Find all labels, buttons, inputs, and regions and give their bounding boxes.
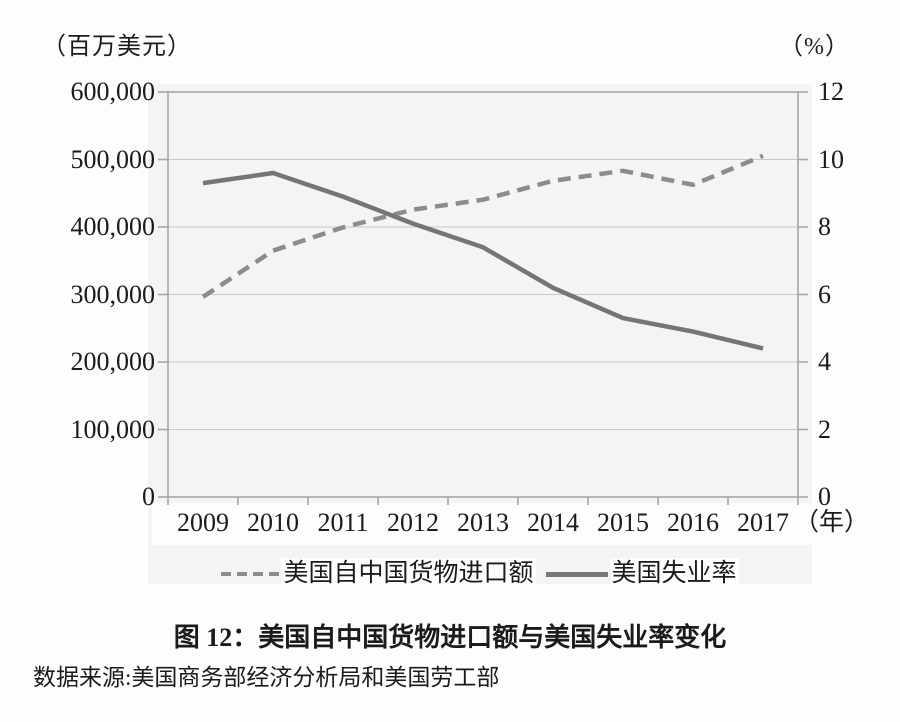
- right-axis-unit-label: （%）: [779, 34, 850, 60]
- axis-tick-label: 2013: [457, 508, 509, 537]
- axis-tick-label: 100,000: [70, 414, 156, 444]
- axis-tick-label: 300,000: [70, 279, 156, 309]
- axis-tick-label: 2009: [177, 508, 229, 537]
- figure-caption: 图 12：美国自中国货物进口额与美国失业率变化: [173, 623, 727, 652]
- axis-tick-label: 500,000: [70, 144, 156, 174]
- data-source-note: 数据来源:美国商务部经济分析局和美国劳工部: [33, 665, 500, 690]
- series-line-1: [202, 170, 764, 351]
- axis-tick-label: 4: [818, 347, 831, 376]
- axis-tick-label: 2014: [527, 508, 579, 537]
- axis-tick-label: 8: [818, 212, 831, 241]
- axis-tick-label: 2016: [667, 508, 719, 537]
- axis-tick-label: 6: [818, 279, 831, 309]
- axis-tick-label: 2012: [387, 508, 439, 537]
- x-axis-tick-labels: 2009 2010 2011 2012 2013 2014 2015 2016 2017: [0, 506, 900, 542]
- legend-label-unemployment: 美国失业率: [609, 558, 739, 590]
- legend-label-imports: 美国自中国货物进口额: [281, 558, 536, 590]
- axis-tick-label: 600,000: [70, 77, 156, 106]
- axis-tick-label: 0: [142, 482, 155, 511]
- left-axis-unit-label: （百万美元）: [42, 34, 192, 60]
- left-axis-tick-labels: 600,000 500,000 400,000 300,000 200,000 100,0…: [30, 0, 156, 520]
- axis-tick-label: 0: [818, 482, 831, 511]
- chart-legend: 美国自中国货物进口额 美国失业率: [148, 556, 812, 592]
- axis-tick-label: 10: [818, 144, 844, 174]
- axis-tick-label: 2010: [247, 508, 299, 537]
- axis-tick-label: 2: [818, 414, 831, 444]
- legend-item-unemployment: 美国失业率: [545, 558, 739, 590]
- right-axis-tick-labels: 12 10 8 6 4 2 0: [818, 0, 888, 520]
- axis-tick-label: 2015: [597, 508, 649, 537]
- axis-tick-label: 12: [818, 77, 844, 106]
- x-axis-unit-label: （年）: [794, 509, 870, 536]
- dashed-line-sample-icon: [221, 572, 280, 576]
- legend-item-imports: 美国自中国货物进口额: [221, 558, 536, 590]
- axis-tick-label: 200,000: [70, 347, 156, 376]
- x-axis-label-strip: [152, 503, 866, 545]
- axis-tick-label: 2011: [317, 508, 369, 537]
- axis-tick-label: 2017: [737, 508, 789, 537]
- solid-line-sample-icon: [545, 571, 608, 577]
- axis-tick-label: 400,000: [70, 212, 156, 241]
- series-line-0: [201, 153, 764, 299]
